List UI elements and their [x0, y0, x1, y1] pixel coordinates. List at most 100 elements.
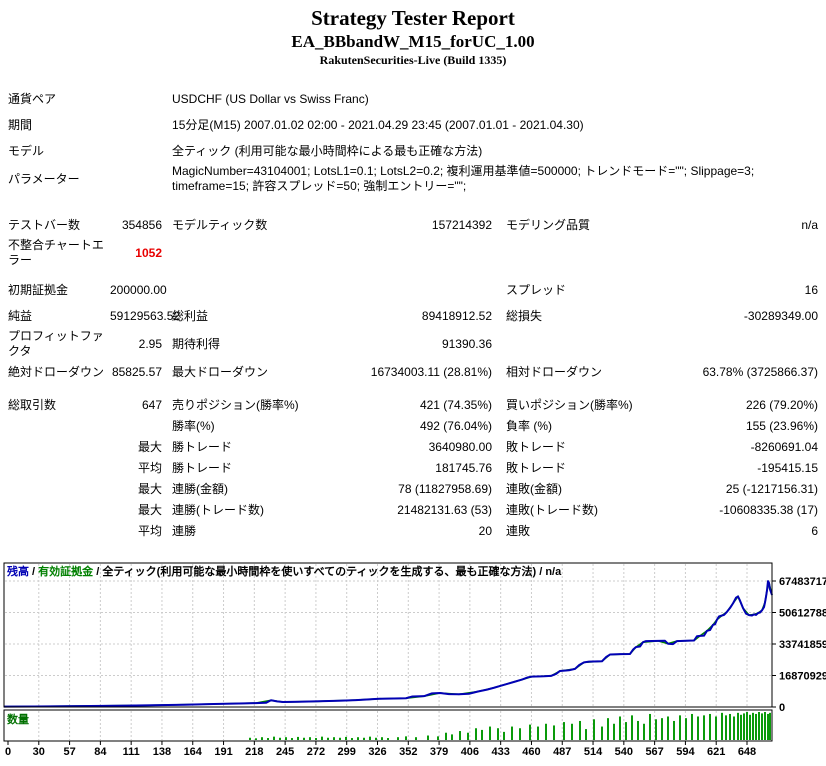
info-value: 全ティック (利用可能な最小時間枠による最も正確な方法): [172, 143, 483, 158]
stat-row: 総取引数 647 売りポジション(勝率%) 421 (74.35%) 買いポジション(勝…: [8, 395, 826, 416]
info-row: パラメーター MagicNumber=43104001; LotsL1=0.1; …: [8, 164, 826, 194]
chart-legend: 残高 / 有効証拠金 / 全ティック(利用可能な最小時間枠を使いすべてのティック…: [7, 564, 562, 578]
stat-value: 59129563.52: [110, 308, 181, 323]
stat-value: 63.78% (3725866.37): [702, 364, 818, 379]
stat-value: 85825.57: [111, 364, 162, 379]
stat-label: 敗トレード: [506, 461, 567, 475]
svg-text:514: 514: [584, 746, 603, 758]
stat-value: [656, 329, 826, 359]
stat-value: 21482131.63 (53): [397, 503, 492, 517]
info-value: 15分足(M15) 2007.01.02 02:00 - 2021.04.29 …: [172, 117, 584, 132]
info-value: MagicNumber=43104001; LotsL1=0.1; LotsL2…: [172, 164, 755, 193]
stat-label: 初期証拠金: [8, 282, 69, 297]
svg-text:57: 57: [63, 746, 75, 758]
stat-label: [8, 500, 110, 521]
balance-line: [3, 580, 773, 708]
stat-value: 最大: [137, 440, 162, 454]
stat-row: 平均 連勝 20 連敗 6: [8, 521, 826, 542]
stat-value: 2.95: [138, 336, 162, 351]
svg-text:164: 164: [184, 746, 203, 758]
svg-text:138: 138: [153, 746, 171, 758]
stat-value: 200000.00: [110, 282, 167, 297]
report-title: Strategy Tester Report: [311, 6, 515, 30]
stat-label: 売りポジション(勝率%): [172, 398, 299, 412]
stat-label: [498, 238, 656, 268]
svg-text:540: 540: [615, 746, 633, 758]
stat-value: 157214392: [431, 217, 492, 232]
stat-value: -8260691.04: [750, 440, 818, 454]
svg-text:460: 460: [522, 746, 540, 758]
lots-label: 数量: [7, 712, 29, 726]
svg-text:84: 84: [94, 746, 107, 758]
stat-value: 181745.76: [435, 461, 492, 475]
svg-text:487: 487: [553, 746, 571, 758]
stat-value: 平均: [137, 461, 162, 475]
stat-label: [8, 458, 110, 479]
info-row: モデル 全ティック (利用可能な最小時間枠による最も正確な方法): [8, 138, 826, 164]
broker-build: RakutenSecurities-Live (Build 1335): [319, 53, 507, 67]
stat-row: 最大 連勝(金額) 78 (11827958.69) 連敗(金額) 25 (-12171…: [8, 479, 826, 500]
svg-text:16870929: 16870929: [779, 671, 826, 683]
stat-label: 総取引数: [8, 398, 57, 412]
stat-value: 最大: [137, 482, 162, 496]
ea-name: EA_BBbandW_M15_forUC_1.00: [291, 32, 535, 51]
stat-value: 平均: [137, 524, 162, 538]
stat-value: 6: [811, 524, 818, 538]
stat-value: [331, 238, 498, 268]
svg-text:残高 / 有効証拠金 / 全ティック(利用可能な最小時間枠を: 残高 / 有効証拠金 / 全ティック(利用可能な最小時間枠を使いすべてのティック…: [7, 564, 562, 578]
svg-text:245: 245: [276, 746, 294, 758]
balance-chart-svg: 67483717 50612788 33741859 16870929 0 0 30 57 84…: [3, 562, 826, 758]
svg-text:406: 406: [461, 746, 479, 758]
stat-value: [110, 416, 166, 437]
stat-value: n/a: [801, 217, 818, 232]
info-table: 通貨ペア USDCHF (US Dollar vs Swiss Franc) 期間 1…: [8, 86, 826, 194]
svg-text:621: 621: [707, 746, 725, 758]
stat-value: 89418912.52: [421, 308, 492, 323]
stat-label: 連勝: [172, 524, 197, 538]
stat-value: 3640980.00: [428, 440, 492, 454]
svg-text:352: 352: [399, 746, 417, 758]
stat-label: 連勝(トレード数): [172, 503, 264, 517]
stat-label: 勝率(%): [172, 419, 215, 433]
stat-row: 最大 連勝(トレード数) 21482131.63 (53) 連敗(トレード数) -106…: [8, 500, 826, 521]
stat-row: 不整合チャートエラー 1052: [8, 238, 826, 268]
stat-value: [331, 277, 498, 303]
stat-label: [8, 479, 110, 500]
stat-value: [656, 238, 826, 268]
stat-value: -10608335.38 (17): [719, 503, 818, 517]
svg-text:218: 218: [245, 746, 263, 758]
stat-label: 総利益: [172, 308, 209, 323]
stat-label: 敗トレード: [506, 440, 567, 454]
grid-lines: [5, 564, 771, 740]
report-header: Strategy Tester Report EA_BBbandW_M15_fo…: [0, 0, 826, 68]
svg-text:67483717: 67483717: [779, 576, 826, 588]
stat-label: 連勝(金額): [172, 482, 228, 496]
stat-value: 20: [478, 524, 492, 538]
stat-label: 連敗(トレード数): [506, 503, 598, 517]
svg-text:433: 433: [491, 746, 509, 758]
info-value: USDCHF (US Dollar vs Swiss Franc): [172, 91, 369, 106]
stat-label: 勝トレード: [172, 461, 233, 475]
stat-label: 絶対ドローダウン: [8, 364, 105, 379]
stat-label: テストバー数: [8, 217, 81, 232]
stat-value: 78 (11827958.69): [398, 482, 492, 496]
stat-value: 最大: [137, 503, 162, 517]
stat-label: 連敗: [506, 524, 531, 538]
stat-value: 492 (76.04%): [419, 419, 492, 433]
info-label: 期間: [8, 117, 33, 132]
stat-value: 1052: [135, 245, 162, 260]
stat-row: テストバー数 354856 モデルティック数 157214392 モデリング品質 n/a: [8, 212, 826, 238]
stat-label: 期待利得: [172, 336, 221, 351]
stat-row: 平均 勝トレード 181745.76 敗トレード -195415.15: [8, 458, 826, 479]
stat-row: 勝率(%) 492 (76.04%) 負率 (%) 155 (23.96%): [8, 416, 826, 437]
svg-text:379: 379: [430, 746, 448, 758]
stat-label: [498, 329, 656, 359]
svg-text:111: 111: [123, 746, 140, 758]
stat-value: 155 (23.96%): [745, 419, 818, 433]
stat-row: 最大 勝トレード 3640980.00 敗トレード -8260691.04: [8, 437, 826, 458]
stat-value: 354856: [121, 217, 162, 232]
info-label: パラメーター: [8, 171, 80, 186]
stat-value: 91390.36: [441, 336, 492, 351]
svg-text:30: 30: [33, 746, 45, 758]
stat-label: 連敗(金額): [506, 482, 562, 496]
